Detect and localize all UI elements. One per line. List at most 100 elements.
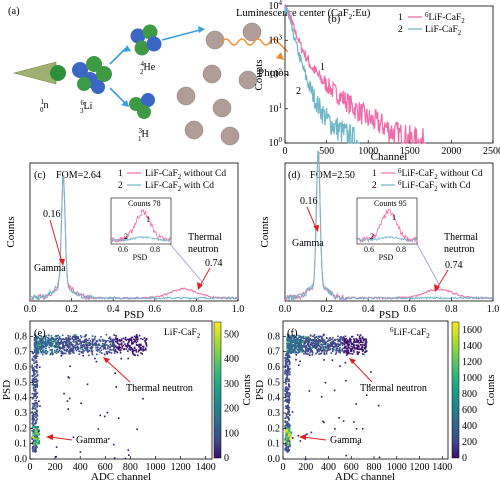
y-axis-label: Counts [253, 59, 265, 90]
heatmap-cell [356, 339, 359, 342]
heatmap-cell [307, 336, 310, 338]
heatmap-cell [299, 440, 302, 442]
y-ticks: 0.0 0.1 0.2 0.3 0.4 0.5 0.6 0.7 0.8 [268, 331, 286, 465]
heatmap-cell [87, 346, 89, 349]
legend-entry-2: 6LiF-CaF2 with Cd [398, 179, 471, 193]
heatmap-cell [349, 347, 351, 350]
heatmap-cell [55, 446, 58, 448]
heatmap-cell [140, 346, 142, 349]
heatmap-cell [297, 345, 300, 347]
heatmap-cell [34, 437, 37, 440]
x-axis-label: ADC channel [335, 471, 395, 483]
heatmap-cell [300, 347, 303, 350]
heatmap-cell [32, 412, 35, 414]
heatmap-cell [342, 420, 345, 422]
heatmap-cell [31, 359, 34, 361]
heatmap-cell [113, 349, 115, 352]
heatmap-cell [105, 333, 108, 336]
heatmap-cell [289, 347, 291, 350]
heatmap-cell [335, 347, 338, 350]
heatmap-cell [131, 341, 133, 344]
heatmap-cell [32, 397, 35, 399]
heatmap-cell [346, 351, 349, 354]
heatmap-cell [113, 343, 116, 346]
thermal-arrow [105, 359, 131, 383]
heatmap-cell [85, 349, 87, 351]
heatmap-cell [53, 349, 56, 352]
heatmap-cell [337, 335, 339, 338]
heatmap-cell [32, 429, 35, 432]
heatmap-cell [342, 347, 344, 350]
heatmap-cell [31, 402, 34, 405]
heatmap-cell [128, 454, 130, 456]
heatmap-cell [289, 371, 291, 373]
heatmap-cell [285, 398, 287, 401]
heatmap-cell [132, 342, 134, 345]
heatmap-cell [69, 342, 71, 344]
heatmap-cell [54, 346, 56, 349]
heatmap-cell [329, 337, 331, 339]
heatmap-cell [52, 352, 54, 355]
heatmap-cell [358, 335, 361, 338]
heatmap-cell [286, 358, 288, 360]
colorbar-tick-label: 200 [462, 437, 477, 448]
heatmap-cell [38, 348, 40, 350]
heatmap-cell [73, 334, 76, 336]
legend-num-1: 1 [118, 169, 123, 179]
heatmap-cell [35, 413, 38, 415]
heatmap-cell [291, 337, 293, 340]
heatmap-cell [298, 344, 300, 346]
heatmap-cell [313, 343, 315, 345]
heatmap-cell [31, 364, 34, 367]
y-tick-label: 0.3 [268, 408, 281, 419]
heatmap-cell [94, 341, 97, 344]
heatmap-cell [33, 370, 35, 372]
heatmap-cell [136, 428, 138, 431]
heatmap-cell [359, 343, 362, 346]
heatmap-cell [57, 342, 60, 344]
heatmap-cell [127, 449, 130, 451]
heatmap-cell [31, 367, 34, 370]
heatmap-cell [33, 355, 36, 357]
heatmap-cell [332, 348, 335, 351]
heatmap-cell [286, 406, 288, 408]
heatmap-cell [95, 347, 97, 349]
heatmap-cell [343, 350, 346, 352]
heatmap-cell [321, 339, 324, 342]
panel-c-label: (c) [34, 170, 46, 181]
heatmap-cell [352, 344, 355, 347]
heatmap-cell [286, 449, 289, 452]
heatmap-cell [94, 344, 96, 346]
inset-title: Counts 95 [374, 199, 407, 208]
heatmap-cell [74, 334, 77, 336]
heatmap-cell [34, 407, 36, 409]
heatmap-cell [314, 344, 317, 347]
heatmap-cell [287, 411, 289, 413]
heatmap-cell [83, 341, 85, 344]
y-axis-label: Counts [259, 216, 271, 247]
heatmap-cell [359, 339, 361, 341]
heatmap-cell [99, 347, 101, 350]
legend-num-2: 2 [398, 25, 403, 35]
heatmap-cell [80, 342, 82, 345]
heatmap-cell [120, 339, 123, 341]
panel-e: (e) LiF-CaF2 PSD ADC channel 0 200 400 600 8… [1, 320, 253, 483]
material-label: LiF-CaF2 [164, 328, 201, 340]
heatmap-cell [32, 450, 34, 453]
heatmap-cell [109, 346, 111, 349]
heatmap-cell [77, 336, 79, 338]
heatmap-cell [303, 353, 305, 355]
heatmap-cell [119, 347, 121, 349]
heatmap-cell [321, 337, 324, 340]
heatmap-cell [359, 348, 361, 350]
heatmap-cell [122, 348, 125, 351]
heatmap-cell [144, 349, 146, 351]
heatmap-cell [332, 336, 334, 339]
heatmap-cell [304, 336, 306, 339]
heatmap-cell [48, 346, 50, 349]
heatmap-cell [64, 341, 67, 344]
heatmap-cell [36, 363, 39, 366]
heatmap-cell [330, 342, 332, 344]
photon-label: Photon [258, 67, 290, 79]
x-axis-label: PSD [379, 309, 399, 321]
